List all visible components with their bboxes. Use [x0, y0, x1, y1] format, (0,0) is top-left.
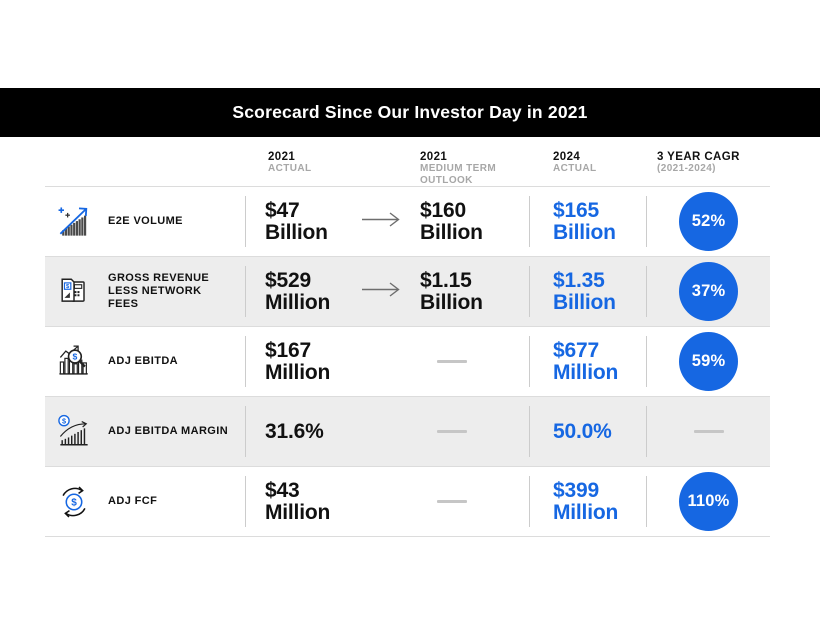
header-2021-actual: 2021 ACTUAL: [268, 151, 312, 174]
table-row-adj-ebitda: $ ADJ EBITDA $167 Million $677 Million: [45, 327, 770, 397]
no-value-dash: [437, 500, 467, 503]
cagr-badge: 59%: [679, 332, 738, 391]
table-row-e2e-volume: E2E VOLUME $47 Billion $160 Billion: [45, 187, 770, 257]
metric-label: ADJ FCF: [108, 495, 158, 507]
outlook-2021-cell: [415, 327, 530, 396]
value-2021-actual: $43 Million: [265, 478, 331, 524]
header-2024-actual: 2024 ACTUAL: [553, 151, 597, 174]
value-2024-actual: $165 Billion: [553, 198, 616, 244]
bar-chart-trend-up-icon: [53, 201, 95, 243]
value-2021-actual: $529 Million: [265, 268, 331, 314]
outlook-2021-cell: $160 Billion: [415, 187, 530, 256]
metric-label: E2E VOLUME: [108, 215, 183, 227]
right-arrow-icon: [361, 210, 401, 233]
value-2021-actual: 31.6%: [265, 419, 324, 443]
metric-label: GROSS REVENUE LESS NETWORK FEES: [108, 272, 210, 310]
actual-2024-cell: $399 Million: [530, 467, 647, 536]
table-row-gross-revenue: $ GROSS REVENUE LESS NETWORK FEES $529 M…: [45, 257, 770, 327]
actual-2021-cell: $47 Billion: [246, 187, 415, 256]
table-header-row: 2021 ACTUAL 2021 MEDIUM TERM OUTLOOK 202…: [45, 148, 770, 187]
svg-text:$: $: [66, 284, 70, 290]
outlook-2021-cell: [415, 467, 530, 536]
value-2024-actual: $399 Million: [553, 478, 619, 524]
no-value-dash: [437, 360, 467, 363]
metric-cell: $ GROSS REVENUE LESS NETWORK FEES: [45, 257, 246, 326]
actual-2021-cell: 31.6%: [246, 397, 415, 466]
value-2024-actual: $677 Million: [553, 338, 619, 384]
metric-cell: $ ADJ EBITDA MARGIN: [45, 397, 246, 466]
value-2021-outlook: $160 Billion: [420, 198, 483, 244]
cagr-badge: 52%: [679, 192, 738, 251]
page-title: Scorecard Since Our Investor Day in 2021: [232, 102, 588, 122]
table-row-adj-ebitda-margin: $ ADJ EBITDA MARGIN 31.6% 50.0%: [45, 397, 770, 467]
actual-2024-cell: $165 Billion: [530, 187, 647, 256]
chart-magnifier-icon: $: [53, 341, 95, 383]
cagr-badge: 110%: [679, 472, 738, 531]
outlook-2021-cell: $1.15 Billion: [415, 257, 530, 326]
cagr-cell: 59%: [647, 327, 770, 396]
value-2021-actual: $167 Million: [265, 338, 331, 384]
header-2021-outlook: 2021 MEDIUM TERM OUTLOOK: [420, 151, 497, 186]
outlook-2021-cell: [415, 397, 530, 466]
metric-cell: $ ADJ EBITDA: [45, 327, 246, 396]
header-metric-spacer: [45, 148, 246, 151]
metric-cell: E2E VOLUME: [45, 187, 246, 256]
cagr-badge: 37%: [679, 262, 738, 321]
cagr-cell: 52%: [647, 187, 770, 256]
no-value-dash: [437, 430, 467, 433]
svg-text:$: $: [73, 351, 78, 361]
table-row-adj-fcf: $ ADJ FCF $43 Million: [45, 467, 770, 537]
right-arrow-icon: [361, 280, 401, 303]
svg-text:$: $: [71, 497, 77, 508]
cagr-cell: 110%: [647, 467, 770, 536]
metric-label: ADJ EBITDA: [108, 355, 179, 367]
svg-text:$: $: [62, 416, 66, 425]
actual-2024-cell: $677 Million: [530, 327, 647, 396]
metric-cell: $ ADJ FCF: [45, 467, 246, 536]
metric-label: ADJ EBITDA MARGIN: [108, 425, 229, 437]
scorecard-table: 2021 ACTUAL 2021 MEDIUM TERM OUTLOOK 202…: [45, 148, 770, 537]
no-value-dash: [693, 430, 724, 433]
actual-2024-cell: $1.35 Billion: [530, 257, 647, 326]
value-2021-actual: $47 Billion: [265, 198, 328, 244]
invoice-documents-icon: $: [53, 271, 95, 313]
value-2021-outlook: $1.15 Billion: [420, 268, 483, 314]
actual-2021-cell: $167 Million: [246, 327, 415, 396]
coin-growth-chart-icon: $: [53, 411, 95, 453]
actual-2021-cell: $529 Million: [246, 257, 415, 326]
cagr-cell: [647, 397, 770, 466]
cagr-cell: 37%: [647, 257, 770, 326]
actual-2024-cell: 50.0%: [530, 397, 647, 466]
actual-2021-cell: $43 Million: [246, 467, 415, 536]
value-2024-actual: $1.35 Billion: [553, 268, 616, 314]
value-2024-actual: 50.0%: [553, 419, 612, 443]
dollar-cycle-icon: $: [53, 481, 95, 523]
title-banner: Scorecard Since Our Investor Day in 2021: [0, 88, 820, 137]
header-3yr-cagr: 3 YEAR CAGR (2021-2024): [657, 151, 740, 174]
